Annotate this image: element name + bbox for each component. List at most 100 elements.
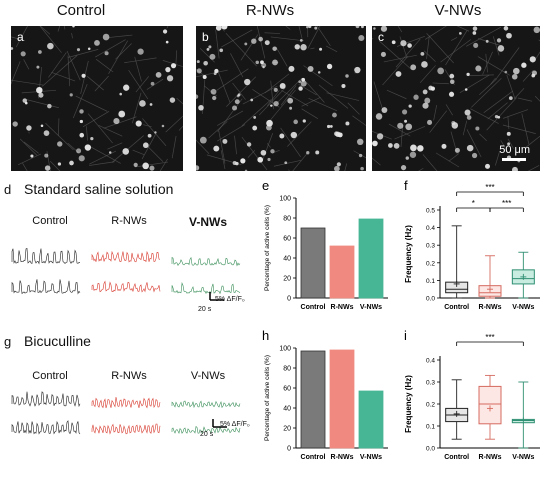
neurite xyxy=(534,51,540,61)
y-tick-label: 40 xyxy=(283,256,291,263)
neuron-soma xyxy=(400,164,407,171)
significance-label: *** xyxy=(502,199,511,208)
neuron-soma xyxy=(270,149,275,154)
neurite xyxy=(487,102,508,120)
y-tick-label: 60 xyxy=(283,386,291,393)
neuron-soma xyxy=(137,48,144,55)
x-tick-label: R-NWs xyxy=(479,304,502,311)
neurite xyxy=(67,55,71,87)
neuron-soma xyxy=(76,148,82,154)
neuron-soma xyxy=(424,97,431,104)
neurite xyxy=(11,39,12,41)
neurite xyxy=(57,26,61,32)
neurite xyxy=(247,150,256,158)
neuron-soma xyxy=(326,63,333,70)
trace-scale-y-g: 5% ΔF/F₀ xyxy=(220,421,250,428)
bar-r-nws xyxy=(329,245,355,299)
neuron-soma xyxy=(395,71,402,77)
neurite xyxy=(241,99,272,127)
neuron-soma xyxy=(102,33,110,41)
neuron-soma xyxy=(202,75,207,79)
neuron-soma xyxy=(381,107,388,113)
neurite xyxy=(462,120,468,136)
neuron-soma xyxy=(511,166,518,171)
neurite xyxy=(72,84,88,119)
neuron-soma xyxy=(307,65,314,72)
neurite xyxy=(525,135,540,148)
neuron-soma xyxy=(57,162,62,166)
neuron-soma xyxy=(198,104,204,111)
neurite xyxy=(171,135,177,159)
neurite xyxy=(196,69,228,78)
neuron-soma xyxy=(306,26,309,29)
y-tick-label: 40 xyxy=(283,406,291,413)
neurite xyxy=(23,141,39,154)
neuron-soma xyxy=(133,162,138,167)
calcium-trace xyxy=(91,423,161,435)
neurite xyxy=(459,74,490,94)
y-tick-label: 0.4 xyxy=(426,358,435,365)
x-tick-label: Control xyxy=(301,454,326,461)
neurite xyxy=(217,98,243,132)
neurite xyxy=(298,26,303,39)
x-tick-label: R-NWs xyxy=(479,454,502,461)
neuron-soma xyxy=(244,78,251,86)
bar-v-nws xyxy=(358,218,384,299)
y-tick-label: 100 xyxy=(279,196,291,203)
neuron-soma xyxy=(299,39,303,42)
neurite xyxy=(17,153,42,166)
neurite xyxy=(386,89,407,100)
neuron-soma xyxy=(355,26,360,29)
neuron-soma xyxy=(123,84,130,91)
y-tick-label: 100 xyxy=(279,346,291,353)
panel-letter-i: i xyxy=(404,330,407,343)
neurite xyxy=(395,38,421,68)
neurite xyxy=(514,87,525,99)
neurite xyxy=(507,116,510,130)
neurite xyxy=(445,104,453,116)
neurite xyxy=(131,92,142,124)
x-tick-label: Control xyxy=(444,454,469,461)
neuron-soma xyxy=(209,53,216,60)
trace-label-rnws-g: R-NWs xyxy=(111,370,147,382)
neurite xyxy=(175,50,178,67)
neurite xyxy=(506,75,516,100)
neuron-soma xyxy=(329,124,333,128)
panel-letter-c: c xyxy=(378,30,384,44)
neurite xyxy=(196,139,210,154)
neuron-soma xyxy=(147,133,152,138)
neuron-soma xyxy=(196,60,200,64)
neuron-soma xyxy=(335,131,341,138)
neurite xyxy=(445,30,468,66)
neuron-soma xyxy=(336,162,341,167)
neuron-soma xyxy=(466,115,472,120)
neurite xyxy=(89,161,115,166)
neuron-soma xyxy=(375,113,383,120)
neurite xyxy=(87,76,104,91)
neurite xyxy=(521,113,530,145)
neuron-soma xyxy=(511,73,518,80)
neuron-soma xyxy=(289,106,293,110)
neuron-soma xyxy=(250,98,254,102)
neuron-soma xyxy=(273,87,278,92)
neurite xyxy=(273,159,302,167)
neurite xyxy=(270,80,274,110)
neuron-soma xyxy=(90,137,94,141)
neuron-soma xyxy=(30,154,34,158)
neurite xyxy=(426,33,454,64)
neuron-soma xyxy=(72,26,75,28)
neuron-soma xyxy=(451,122,459,129)
neurite xyxy=(64,26,66,30)
neurite xyxy=(534,95,540,102)
neuron-soma xyxy=(196,68,202,74)
neuron-soma xyxy=(504,70,508,74)
y-tick-label: 0.5 xyxy=(426,208,435,215)
neurite xyxy=(135,76,150,93)
neuron-soma xyxy=(142,162,149,170)
neurite xyxy=(382,55,409,86)
neurite xyxy=(11,61,21,85)
neurite xyxy=(266,90,280,107)
neurite xyxy=(483,90,514,113)
neurite xyxy=(301,97,321,107)
neurite xyxy=(234,135,237,155)
